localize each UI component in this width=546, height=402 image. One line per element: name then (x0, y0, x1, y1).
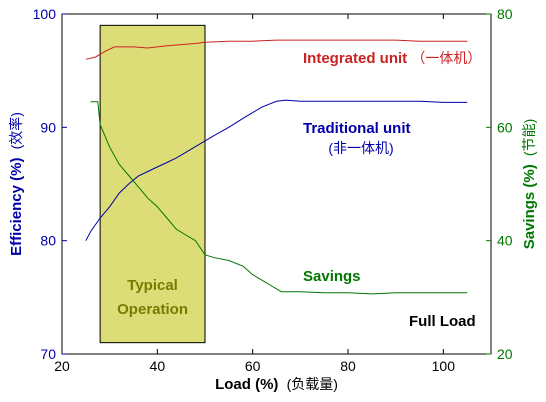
x-axis-ticks: 20 40 60 80 100 (54, 14, 455, 374)
left-y-axis-title-en: Efficiency (%) (8, 158, 25, 256)
x-tick-label: 100 (432, 358, 456, 374)
traditional-unit-annotation: Traditional unit (303, 120, 411, 137)
integrated-unit-annotation: Integrated unit （一体机） (303, 50, 481, 67)
x-tick-label: 60 (245, 358, 261, 374)
x-axis-title-en: Load (%) (215, 376, 278, 393)
series-traditional-unit-line (85, 99, 468, 241)
right-y-axis-title: Savings (%) (节能) (521, 119, 538, 250)
right-tick-label: 40 (497, 233, 513, 249)
x-axis-title-cn: (负载量) (287, 376, 338, 392)
right-axis-ticks: 20 40 60 80 (486, 6, 513, 362)
left-tick-label: 70 (40, 346, 56, 362)
left-tick-label: 90 (40, 119, 56, 135)
left-y-axis-title-cn: (效率) (8, 112, 24, 149)
typical-operation-label-line2: Operation (117, 301, 188, 318)
full-load-annotation: Full Load (409, 313, 476, 330)
typical-operation-band (99, 24, 206, 344)
right-y-axis-title-en: Savings (%) (521, 164, 538, 249)
x-tick-label: 80 (340, 358, 356, 374)
left-tick-label: 100 (33, 6, 57, 22)
x-tick-label: 20 (54, 358, 70, 374)
series-integrated-unit-line (85, 39, 468, 60)
right-tick-label: 80 (497, 6, 513, 22)
integrated-unit-annotation-en: Integrated unit (303, 50, 407, 67)
left-axis-ticks: 70 80 90 100 (33, 6, 67, 362)
right-y-axis-title-cn: (节能) (521, 119, 537, 156)
plot-frame (61, 13, 492, 355)
right-tick-label: 60 (497, 119, 513, 135)
left-y-axis-title: Efficiency (%) (效率) (8, 112, 25, 256)
right-tick-label: 20 (497, 346, 513, 362)
integrated-unit-annotation-cn: （一体机） (411, 50, 481, 66)
x-tick-label: 40 (150, 358, 166, 374)
traditional-unit-annotation-cn: (非一体机) (328, 140, 393, 156)
typical-operation-label-line1: Typical (127, 277, 178, 294)
series-savings-line (90, 101, 468, 295)
left-tick-label: 80 (40, 233, 56, 249)
savings-annotation: Savings (303, 268, 361, 285)
x-axis-title: Load (%) (负载量) (215, 376, 338, 393)
